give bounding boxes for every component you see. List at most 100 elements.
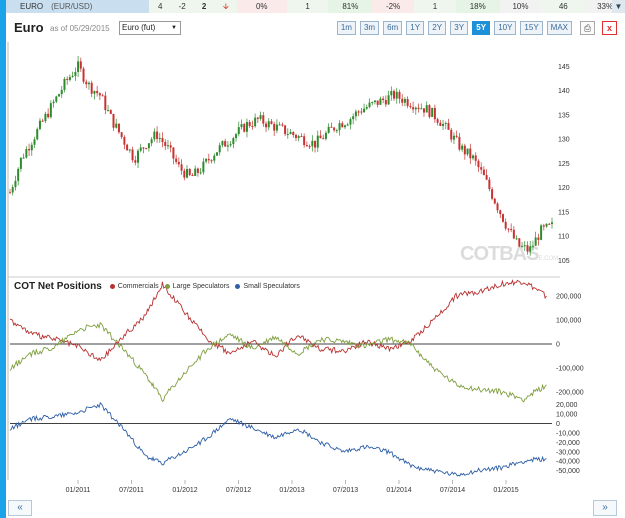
close-button[interactable]: x <box>602 21 617 35</box>
candle-body-77 <box>218 145 221 153</box>
range-button-max[interactable]: MAX <box>546 21 572 35</box>
candle-body-2 <box>14 180 17 188</box>
candle-body-152 <box>422 108 425 113</box>
candle-body-19 <box>60 89 63 95</box>
candle-body-179 <box>496 203 499 211</box>
ticker-v1: 1 <box>286 0 329 13</box>
candle-body-116 <box>324 132 327 139</box>
candle-body-173 <box>480 167 483 170</box>
candle-body-98 <box>275 124 278 131</box>
range-button-3y[interactable]: 3Y <box>450 21 469 35</box>
candle-body-110 <box>308 146 311 148</box>
legend-commercials[interactable]: Commercials <box>109 283 159 290</box>
ticker-pct-3: -2% <box>372 0 415 13</box>
candle-body-69 <box>196 168 199 173</box>
candle-body-90 <box>254 117 257 127</box>
range-buttons: 1m 3m 6m 1Y 2Y 3Y 5Y 10Y 15Y MAX <box>336 21 572 35</box>
legend-large-speculators[interactable]: Large Speculators <box>164 283 229 290</box>
x-tick-label-1: 07/2011 <box>119 487 144 494</box>
candle-body-84 <box>237 127 240 135</box>
candle-body-49 <box>142 147 145 149</box>
candle-body-135 <box>376 100 379 105</box>
previous-button[interactable]: « <box>8 500 32 516</box>
cot-title: COT Net Positions <box>14 281 102 292</box>
candle-body-11 <box>38 120 41 130</box>
candle-body-112 <box>314 140 317 148</box>
range-button-5y[interactable]: 5Y <box>472 21 491 35</box>
range-button-1m[interactable]: 1m <box>336 21 356 35</box>
candle-body-43 <box>126 144 129 151</box>
candle-body-198 <box>548 223 551 225</box>
ticker-strip: EURO (EUR/USD) 4 -2 2 🡫 0% 1 81% -2% 1 1… <box>6 0 625 13</box>
candle-body-143 <box>398 91 401 99</box>
candle-body-180 <box>499 210 502 215</box>
page-title: Euro <box>14 20 44 35</box>
range-button-15y[interactable]: 15Y <box>520 21 543 35</box>
candle-body-3 <box>17 168 20 181</box>
candle-body-140 <box>390 91 393 96</box>
print-icon[interactable]: ⎙ <box>580 21 595 35</box>
candle-body-51 <box>147 143 150 149</box>
candle-body-161 <box>447 123 450 130</box>
candle-body-146 <box>406 99 409 107</box>
range-button-10y[interactable]: 10Y <box>494 21 517 35</box>
range-button-1y[interactable]: 1Y <box>406 21 425 35</box>
candle-body-24 <box>74 72 77 76</box>
triangle-down-icon[interactable]: ▼ <box>612 0 625 13</box>
candle-body-117 <box>327 126 330 133</box>
range-button-6m[interactable]: 6m <box>383 21 403 35</box>
candle-body-56 <box>161 138 164 143</box>
candle-body-64 <box>183 170 186 178</box>
legend-small-speculators[interactable]: Small Speculators <box>235 283 300 290</box>
watermark-main: COTBAS <box>460 243 539 265</box>
candle-body-38 <box>112 113 115 128</box>
small-spec-tick-label-0: -50,000 <box>556 468 580 475</box>
candle-body-79 <box>224 141 227 147</box>
candle-body-99 <box>278 124 281 126</box>
candle-body-114 <box>319 135 322 139</box>
legend-dot-small-speculators <box>235 284 241 289</box>
candle-body-16 <box>52 101 55 104</box>
candle-body-86 <box>243 124 246 132</box>
range-button-3m[interactable]: 3m <box>359 21 380 35</box>
candle-body-182 <box>504 221 507 229</box>
ticker-pct-4: 18% <box>455 0 500 13</box>
candle-body-50 <box>145 148 148 150</box>
ticker-name-cell[interactable]: EURO (EUR/USD) <box>6 0 150 13</box>
small-spec-tick-label-6: 10,000 <box>556 412 578 419</box>
candle-body-197 <box>545 223 548 227</box>
cot-tick-label-2: 0 <box>556 342 560 349</box>
next-button[interactable]: » <box>593 500 617 516</box>
cot-tick-label-0: -200,000 <box>556 390 584 397</box>
cot-tick-label-1: -100,000 <box>556 366 584 373</box>
candle-body-75 <box>213 155 216 161</box>
candle-body-29 <box>87 82 90 85</box>
candle-body-47 <box>137 150 140 163</box>
left-accent-bar <box>0 0 6 518</box>
candle-body-58 <box>166 145 169 147</box>
candle-body-149 <box>414 107 417 110</box>
candle-body-18 <box>58 94 61 97</box>
candle-body-20 <box>63 78 66 90</box>
candle-body-122 <box>341 123 344 128</box>
legend-dot-commercials <box>109 284 115 289</box>
cot-legend: COT Net Positions Commercials Large Spec… <box>14 281 306 292</box>
price-tick-label-2: 115 <box>558 209 569 216</box>
candle-body-109 <box>305 145 308 147</box>
candle-body-107 <box>300 136 303 138</box>
candle-body-118 <box>330 126 333 128</box>
range-button-2y[interactable]: 2Y <box>428 21 447 35</box>
candle-body-166 <box>461 145 464 150</box>
candle-body-183 <box>507 228 510 230</box>
candle-body-199 <box>551 222 553 225</box>
candle-body-196 <box>542 225 545 227</box>
contract-select[interactable]: Euro (fut) ▼ <box>119 21 181 35</box>
candle-body-185 <box>512 229 515 239</box>
legend-dot-large-speculators <box>164 284 170 289</box>
candle-body-25 <box>77 61 80 73</box>
candle-body-94 <box>265 123 268 128</box>
candle-body-132 <box>368 102 371 108</box>
candle-body-113 <box>316 135 319 148</box>
candle-body-34 <box>101 95 104 97</box>
candle-body-41 <box>120 132 123 138</box>
